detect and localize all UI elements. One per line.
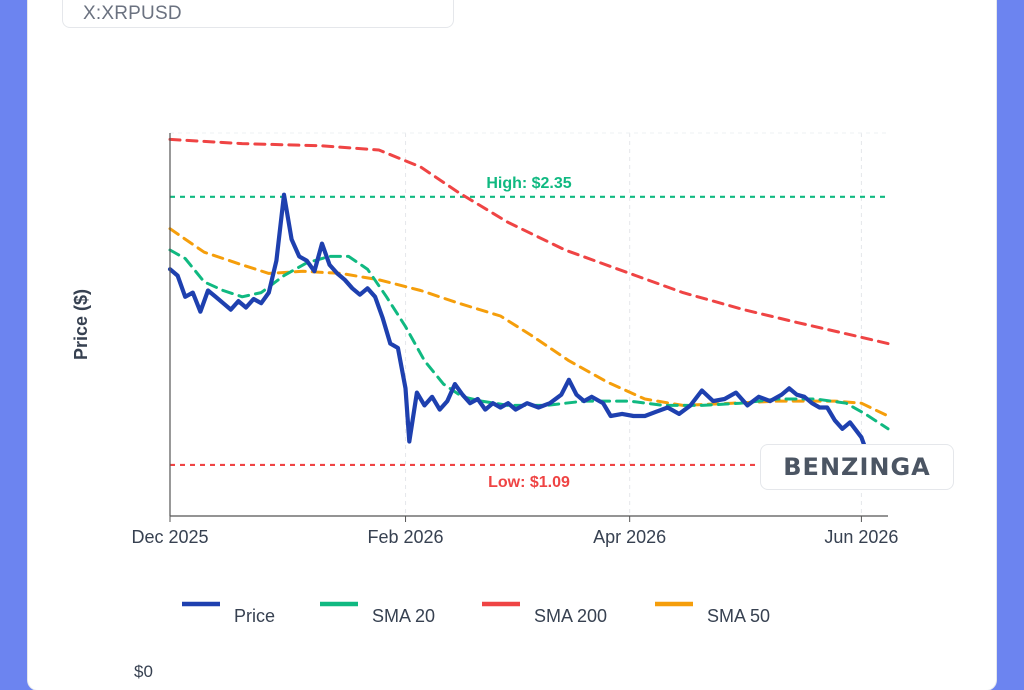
legend-item-price[interactable]: Price [182,601,275,626]
y-axis-title: Price ($) [71,289,91,360]
series-price [167,192,891,465]
ticker-selector[interactable]: X:XRPUSD [62,0,454,28]
ticker-symbol: X:XRPUSD [83,3,182,24]
low-annotation: Low: $1.09 [488,474,570,491]
second-chart-tick-label: $0 [134,662,153,681]
x-tick-label-1: Feb 2026 [368,527,444,547]
legend-label: SMA 20 [372,606,435,626]
chart-legend: Price SMA 20 SMA 200 SMA 50 [182,601,770,626]
legend-item-sma-20[interactable]: SMA 20 [320,601,435,626]
legend-item-sma-50[interactable]: SMA 50 [655,601,770,626]
benzinga-watermark: BENZINGA [760,444,954,490]
x-tick-label-0: Dec 2025 [131,527,208,547]
x-tick-label-3: Jun 2026 [824,527,898,547]
series-lines [167,137,891,465]
legend-label: SMA 200 [534,606,607,626]
x-tick-label-2: Apr 2026 [593,527,666,547]
legend-label: SMA 50 [707,606,770,626]
chart-card [28,0,996,690]
legend-label: Price [234,606,275,626]
reference-lines: High: $2.35 Low: $1.09 [170,175,888,491]
chart-axes: Dec 2025 Feb 2026 Apr 2026 Jun 2026 Price ($… [71,133,898,547]
legend-item-sma-200[interactable]: SMA 200 [482,601,607,626]
price-chart: High: $2.35 Low: $1.09 Dec 2025 Feb 2026 Ap… [71,132,898,626]
series-sma-200 [168,137,890,346]
high-annotation: High: $2.35 [486,175,571,192]
